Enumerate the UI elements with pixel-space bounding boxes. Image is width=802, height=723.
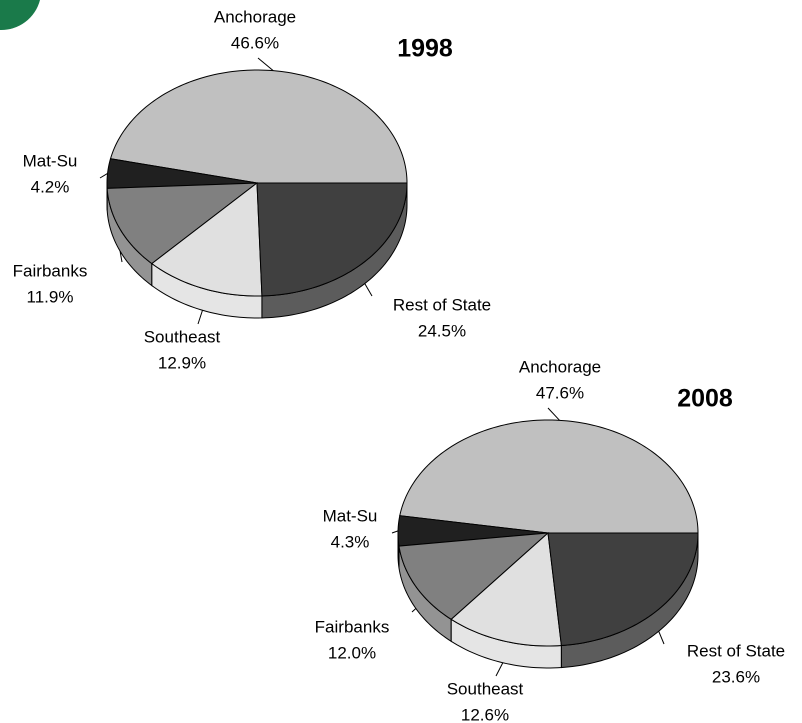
leader-line: [197, 310, 203, 325]
slice-value-label: 12.0%: [328, 643, 376, 662]
slice-label: Mat-Su: [23, 151, 78, 170]
leader-line: [547, 407, 560, 421]
slice-value-label: 4.2%: [31, 177, 70, 196]
slice-value-label: 24.5%: [418, 321, 466, 340]
slice-label: Southeast: [447, 679, 524, 698]
slice-value-label: 46.6%: [231, 33, 279, 52]
pie-slice: [256, 182, 408, 297]
pie-slice: [450, 531, 562, 647]
leader-line: [99, 173, 108, 179]
leader-line: [658, 631, 665, 645]
leader-line: [411, 608, 417, 613]
leader-line: [119, 251, 123, 263]
slice-label: Rest of State: [393, 295, 491, 314]
slice-value-label: 12.6%: [461, 705, 509, 723]
slice-label: Southeast: [144, 327, 221, 346]
pie-slice: [151, 182, 263, 297]
slice-value-label: 23.6%: [712, 667, 760, 686]
slice-label: Mat-Su: [323, 506, 378, 525]
leader-line: [257, 57, 274, 72]
slice-label: Rest of State: [687, 641, 785, 660]
pie-slice: [547, 532, 699, 647]
slice-label: Anchorage: [214, 7, 296, 26]
slice-value-label: 47.6%: [536, 383, 584, 402]
slice-label: Anchorage: [519, 357, 601, 376]
slice-value-label: 11.9%: [27, 287, 74, 306]
chart-title: 1998: [397, 35, 453, 63]
leader-line: [495, 662, 504, 677]
slice-label: Fairbanks: [13, 261, 88, 280]
slice-label: Fairbanks: [315, 617, 390, 636]
chart-title: 2008: [677, 385, 733, 413]
pie-slice: [106, 158, 258, 189]
pie-slice: [397, 515, 549, 547]
pie-slice: [109, 69, 408, 184]
slice-value-label: 12.9%: [158, 353, 206, 372]
pie-slice: [399, 419, 699, 534]
pie-slice: [398, 532, 550, 620]
logo-corner: [0, 0, 40, 31]
leader-line: [391, 530, 399, 534]
slice-value-label: 4.3%: [331, 532, 370, 551]
leader-line: [364, 283, 373, 297]
pie-slice: [106, 182, 259, 265]
